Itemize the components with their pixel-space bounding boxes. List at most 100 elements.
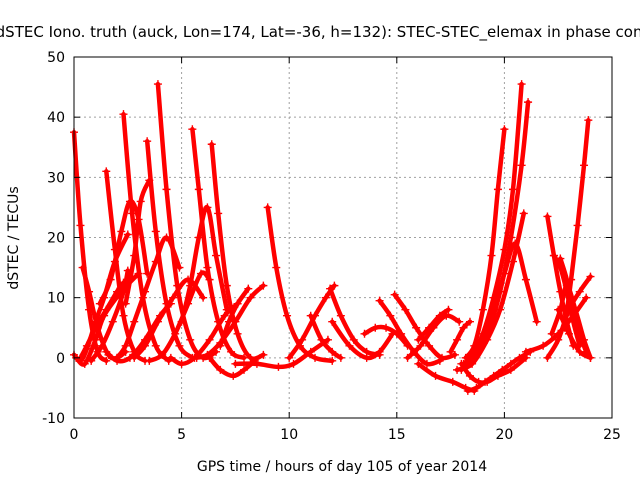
data-point	[524, 98, 533, 107]
data-point	[580, 161, 589, 170]
data-point	[117, 227, 126, 236]
data-point	[336, 311, 345, 320]
data-point	[345, 341, 354, 350]
data-point	[233, 299, 242, 308]
x-tick-label: 25	[603, 427, 621, 443]
data-point	[450, 350, 459, 359]
data-point	[554, 305, 563, 314]
y-tick-label: 30	[47, 170, 65, 186]
data-point	[489, 371, 498, 380]
data-point	[205, 335, 214, 344]
data-point	[567, 275, 576, 284]
data-point	[371, 323, 380, 332]
data-point	[121, 299, 130, 308]
data-point	[498, 365, 507, 374]
series-line	[327, 286, 382, 358]
data-point	[246, 353, 255, 362]
data-point	[78, 263, 87, 272]
data-point	[177, 317, 186, 326]
data-point	[283, 311, 292, 320]
series-track	[231, 335, 332, 371]
data-point	[554, 335, 563, 344]
series-line	[392, 292, 458, 361]
series-line	[155, 81, 219, 361]
data-point	[521, 275, 530, 284]
data-point	[403, 353, 412, 362]
data-point	[509, 185, 518, 194]
x-tick-label: 20	[495, 427, 513, 443]
series-line	[416, 307, 451, 343]
data-point	[233, 329, 242, 338]
data-point	[130, 317, 139, 326]
data-point	[119, 110, 128, 119]
x-tick-label: 0	[70, 427, 79, 443]
data-point	[321, 293, 330, 302]
series-track	[463, 347, 535, 395]
data-point	[453, 335, 462, 344]
data-point	[487, 251, 496, 260]
y-tick-label: 40	[47, 110, 65, 126]
data-point	[102, 347, 111, 356]
series-track	[177, 203, 231, 326]
data-point	[330, 281, 339, 290]
data-point	[145, 356, 154, 365]
data-point	[136, 197, 145, 206]
series-track	[414, 305, 453, 344]
data-point	[272, 263, 281, 272]
data-point	[171, 329, 180, 338]
y-tick-label: -10	[42, 411, 65, 427]
data-point	[166, 353, 175, 362]
data-point	[336, 353, 345, 362]
data-point	[437, 353, 446, 362]
data-point	[224, 317, 233, 326]
data-point	[455, 317, 464, 326]
data-point	[386, 311, 395, 320]
data-point	[375, 296, 384, 305]
data-point	[222, 281, 231, 290]
data-point	[186, 281, 195, 290]
series-track	[216, 284, 253, 350]
data-point	[203, 203, 212, 212]
data-point	[435, 311, 444, 320]
data-point	[425, 323, 434, 332]
series-track	[188, 125, 249, 362]
data-point	[511, 239, 520, 248]
data-point	[448, 377, 457, 386]
data-point	[306, 347, 315, 356]
data-point	[317, 335, 326, 344]
data-point	[500, 125, 509, 134]
data-point	[188, 125, 197, 134]
data-point	[493, 185, 502, 194]
data-point	[274, 362, 283, 371]
data-point	[478, 305, 487, 314]
data-point	[289, 359, 298, 368]
data-point	[349, 335, 358, 344]
data-point	[382, 323, 391, 332]
data-point	[328, 356, 337, 365]
data-point	[216, 365, 225, 374]
data-point	[500, 269, 509, 278]
data-point	[128, 209, 137, 218]
data-point	[130, 353, 139, 362]
data-point	[82, 341, 91, 350]
data-point	[229, 371, 238, 380]
data-point	[244, 284, 253, 293]
series-track	[554, 305, 595, 362]
series-track	[453, 209, 528, 374]
data-point	[285, 353, 294, 362]
series-line	[123, 178, 152, 306]
data-point	[80, 359, 89, 368]
data-point	[521, 347, 530, 356]
data-point	[102, 305, 111, 314]
data-point	[586, 272, 595, 281]
data-point	[328, 317, 337, 326]
data-point	[227, 347, 236, 356]
data-point	[97, 341, 106, 350]
data-point	[205, 353, 214, 362]
data-point	[246, 293, 255, 302]
data-point	[199, 293, 208, 302]
data-point	[158, 350, 167, 359]
data-point	[231, 359, 240, 368]
data-point	[113, 356, 122, 365]
data-point	[575, 347, 584, 356]
